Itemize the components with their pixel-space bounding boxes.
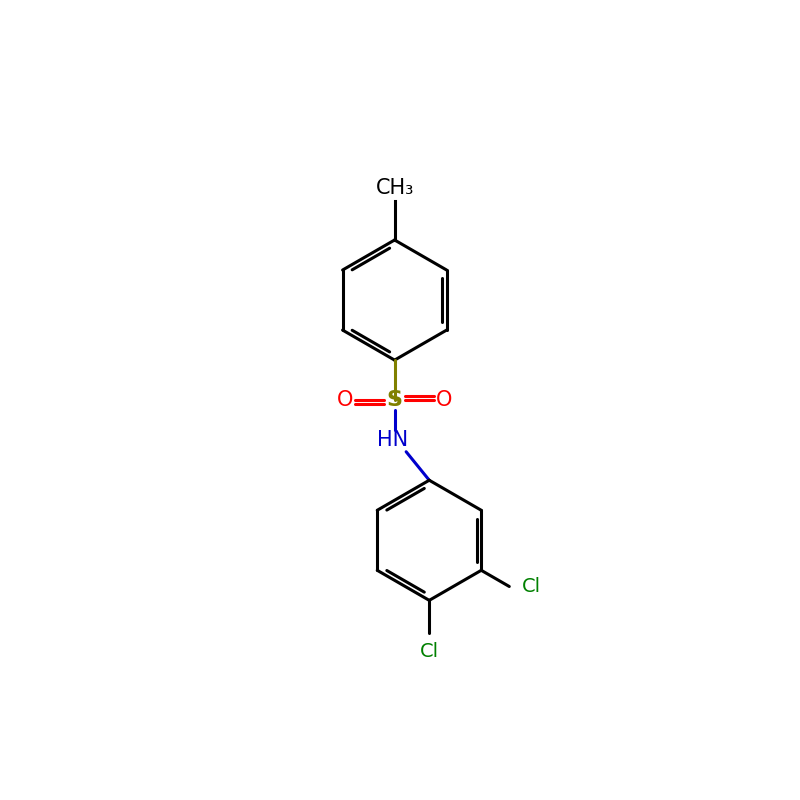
Text: O: O (436, 390, 452, 410)
Text: S: S (386, 390, 402, 410)
Text: Cl: Cl (420, 642, 439, 661)
Text: CH₃: CH₃ (375, 178, 414, 198)
Text: O: O (337, 390, 354, 410)
Text: HN: HN (378, 430, 409, 450)
Text: Cl: Cl (522, 577, 541, 596)
